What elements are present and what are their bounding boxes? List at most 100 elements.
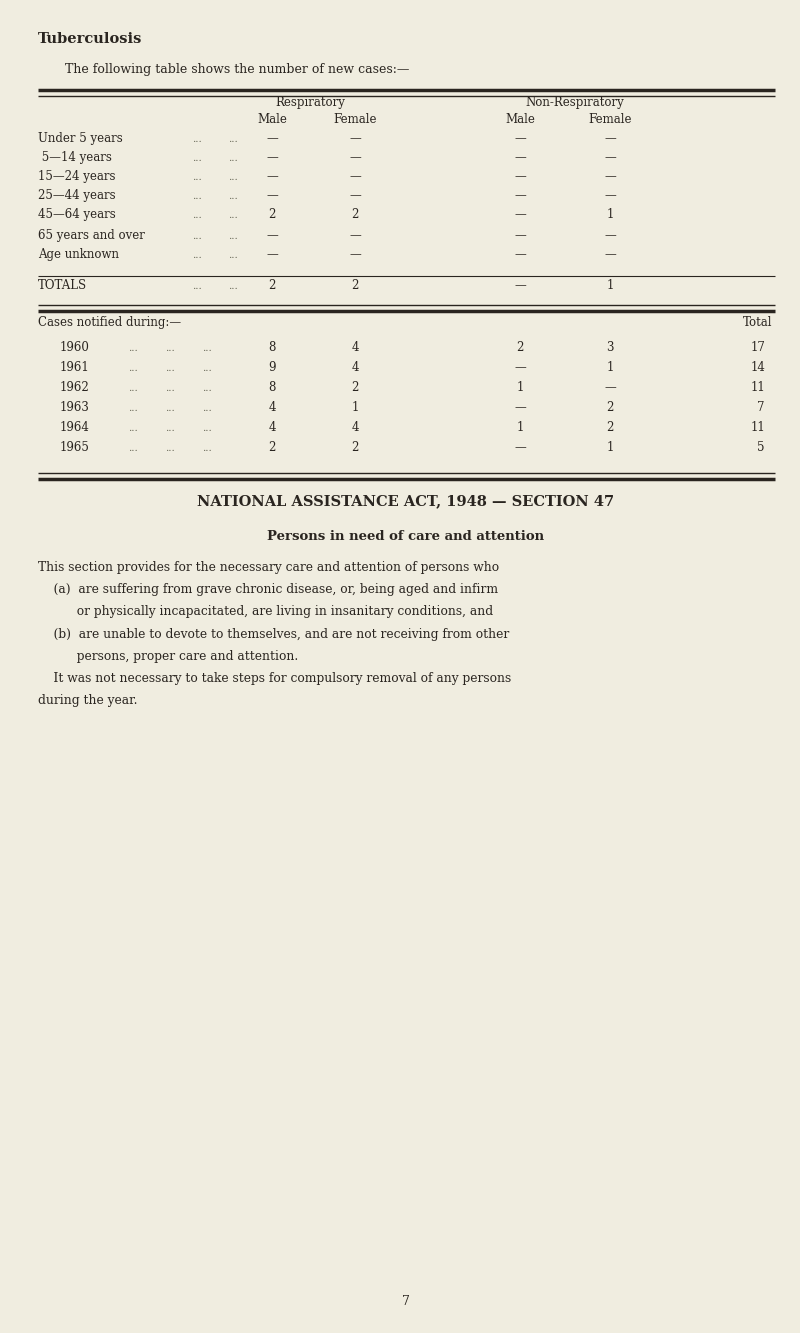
Text: —: —	[514, 401, 526, 415]
Text: ...: ...	[202, 344, 212, 353]
Text: It was not necessary to take steps for compulsory removal of any persons: It was not necessary to take steps for c…	[38, 672, 511, 685]
Text: —: —	[266, 248, 278, 261]
Text: —: —	[604, 132, 616, 145]
Text: 1962: 1962	[60, 381, 90, 395]
Text: ...: ...	[165, 404, 174, 413]
Text: ...: ...	[165, 384, 174, 393]
Text: —: —	[514, 171, 526, 183]
Text: 1: 1	[606, 208, 614, 221]
Text: or physically incapacitated, are living in insanitary conditions, and: or physically incapacitated, are living …	[38, 605, 493, 619]
Text: ...: ...	[192, 283, 202, 291]
Text: Persons in need of care and attention: Persons in need of care and attention	[267, 531, 545, 543]
Text: 5—14 years: 5—14 years	[38, 151, 112, 164]
Text: Tuberculosis: Tuberculosis	[38, 32, 142, 47]
Text: Age unknown: Age unknown	[38, 248, 119, 261]
Text: ...: ...	[228, 135, 238, 144]
Text: Female: Female	[334, 113, 377, 127]
Text: —: —	[349, 171, 361, 183]
Text: TOTALS: TOTALS	[38, 279, 87, 292]
Text: 1965: 1965	[60, 441, 90, 455]
Text: 5: 5	[758, 441, 765, 455]
Text: ...: ...	[128, 404, 138, 413]
Text: —: —	[349, 248, 361, 261]
Text: 4: 4	[268, 421, 276, 435]
Text: 14: 14	[750, 361, 765, 375]
Text: 2: 2	[268, 208, 276, 221]
Text: ...: ...	[128, 424, 138, 433]
Text: 1: 1	[606, 441, 614, 455]
Text: NATIONAL ASSISTANCE ACT, 1948 — SECTION 47: NATIONAL ASSISTANCE ACT, 1948 — SECTION …	[198, 495, 614, 508]
Text: ...: ...	[192, 173, 202, 183]
Text: ...: ...	[128, 364, 138, 373]
Text: —: —	[514, 132, 526, 145]
Text: 1: 1	[351, 401, 358, 415]
Text: during the year.: during the year.	[38, 694, 138, 708]
Text: —: —	[514, 208, 526, 221]
Text: ...: ...	[165, 364, 174, 373]
Text: The following table shows the number of new cases:—: The following table shows the number of …	[65, 63, 410, 76]
Text: 1: 1	[606, 279, 614, 292]
Text: 11: 11	[750, 421, 765, 435]
Text: 2: 2	[351, 208, 358, 221]
Text: 2: 2	[268, 441, 276, 455]
Text: 9: 9	[268, 361, 276, 375]
Text: ...: ...	[228, 192, 238, 201]
Text: —: —	[266, 151, 278, 164]
Text: Male: Male	[257, 113, 287, 127]
Text: 1: 1	[516, 421, 524, 435]
Text: —: —	[514, 361, 526, 375]
Text: 2: 2	[268, 279, 276, 292]
Text: ...: ...	[165, 344, 174, 353]
Text: —: —	[266, 229, 278, 243]
Text: 2: 2	[606, 421, 614, 435]
Text: 1964: 1964	[60, 421, 90, 435]
Text: 4: 4	[351, 341, 358, 355]
Text: 65 years and over: 65 years and over	[38, 229, 145, 243]
Text: 2: 2	[351, 381, 358, 395]
Text: 1961: 1961	[60, 361, 90, 375]
Text: ...: ...	[228, 283, 238, 291]
Text: 8: 8	[268, 381, 276, 395]
Text: —: —	[514, 229, 526, 243]
Text: ...: ...	[165, 424, 174, 433]
Text: —: —	[604, 171, 616, 183]
Text: ...: ...	[228, 251, 238, 260]
Text: —: —	[514, 248, 526, 261]
Text: ...: ...	[228, 211, 238, 220]
Text: —: —	[349, 229, 361, 243]
Text: —: —	[349, 132, 361, 145]
Text: ...: ...	[228, 173, 238, 183]
Text: 11: 11	[750, 381, 765, 395]
Text: 1960: 1960	[60, 341, 90, 355]
Text: ...: ...	[202, 384, 212, 393]
Text: —: —	[604, 381, 616, 395]
Text: ...: ...	[202, 444, 212, 453]
Text: —: —	[266, 189, 278, 203]
Text: Total: Total	[742, 316, 772, 329]
Text: —: —	[604, 151, 616, 164]
Text: —: —	[514, 441, 526, 455]
Text: ...: ...	[192, 192, 202, 201]
Text: —: —	[349, 151, 361, 164]
Text: —: —	[604, 189, 616, 203]
Text: Cases notified during:—: Cases notified during:—	[38, 316, 181, 329]
Text: 2: 2	[606, 401, 614, 415]
Text: ...: ...	[228, 155, 238, 163]
Text: 1963: 1963	[60, 401, 90, 415]
Text: (b)  are unable to devote to themselves, and are not receiving from other: (b) are unable to devote to themselves, …	[38, 628, 510, 641]
Text: 2: 2	[351, 441, 358, 455]
Text: —: —	[604, 248, 616, 261]
Text: 2: 2	[351, 279, 358, 292]
Text: ...: ...	[128, 444, 138, 453]
Text: —: —	[514, 189, 526, 203]
Text: ...: ...	[128, 384, 138, 393]
Text: ...: ...	[202, 404, 212, 413]
Text: 4: 4	[351, 421, 358, 435]
Text: ...: ...	[192, 135, 202, 144]
Text: 4: 4	[268, 401, 276, 415]
Text: 7: 7	[402, 1294, 410, 1308]
Text: ...: ...	[192, 251, 202, 260]
Text: 4: 4	[351, 361, 358, 375]
Text: persons, proper care and attention.: persons, proper care and attention.	[38, 649, 298, 663]
Text: 7: 7	[758, 401, 765, 415]
